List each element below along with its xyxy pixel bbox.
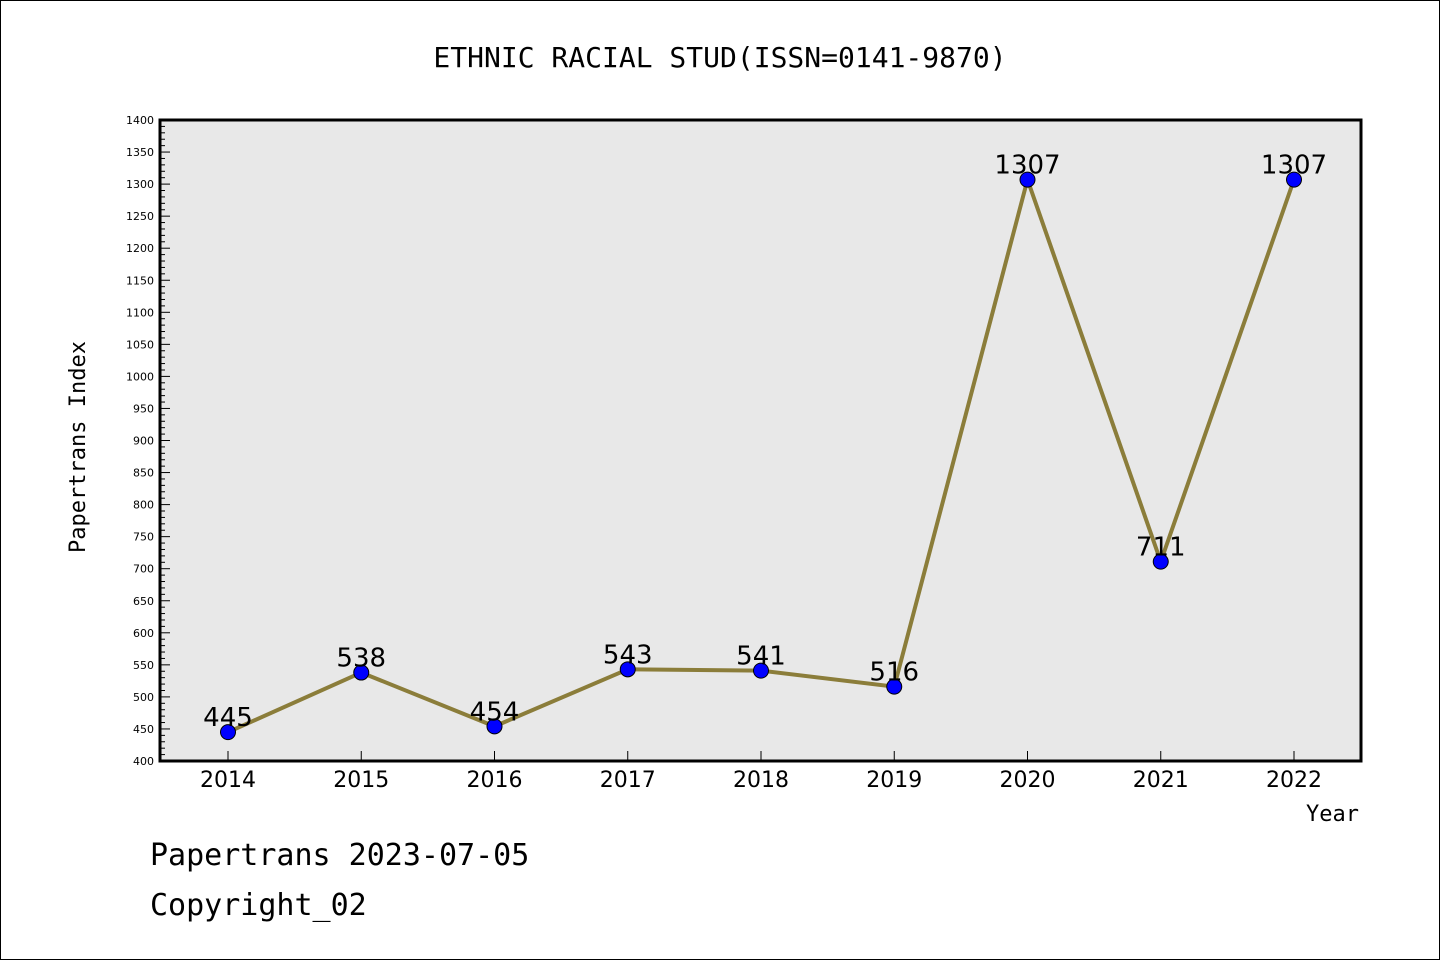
y-tick-label: 500 bbox=[133, 691, 154, 704]
y-tick-label: 1350 bbox=[126, 146, 154, 159]
y-axis: 400 450 500 550 600 650 700 750 800 850 900 950 1000… bbox=[126, 114, 170, 768]
x-axis: 2014 2015 2016 2017 2018 2019 2020 2021 2022 bbox=[200, 751, 1322, 793]
y-tick-label: 450 bbox=[133, 723, 154, 736]
data-point bbox=[1286, 171, 1302, 188]
y-tick-label: 1250 bbox=[126, 210, 154, 223]
x-axis-title: Year bbox=[1306, 802, 1359, 827]
y-tick-label: 1300 bbox=[126, 178, 154, 191]
data-label: 543 bbox=[603, 640, 653, 670]
data-point bbox=[1019, 171, 1036, 188]
x-tick-label: 2017 bbox=[600, 768, 656, 793]
x-tick-label: 2019 bbox=[866, 768, 922, 793]
x-tick-label: 2020 bbox=[1000, 768, 1056, 793]
y-tick-label: 950 bbox=[133, 402, 154, 415]
data-label: 1307 bbox=[994, 151, 1060, 181]
data-label: 445 bbox=[203, 703, 253, 733]
y-tick-label: 1200 bbox=[126, 242, 154, 255]
data-label: 711 bbox=[1136, 533, 1186, 563]
y-tick-label: 700 bbox=[133, 563, 154, 576]
x-tick-label: 2016 bbox=[467, 768, 523, 793]
plot-area bbox=[158, 118, 1363, 763]
y-tick-label: 1050 bbox=[126, 338, 154, 351]
data-label: 454 bbox=[470, 697, 520, 727]
x-tick-label: 2021 bbox=[1133, 768, 1189, 793]
y-tick-label: 650 bbox=[133, 595, 154, 608]
series-group: 445 538 454 543 541 516 1307 711 1307 bbox=[203, 151, 1327, 741]
footer-date: Papertrans 2023-07-05 bbox=[150, 838, 529, 873]
footer-copyright: Copyright_02 bbox=[150, 888, 367, 923]
data-label: 516 bbox=[869, 658, 919, 688]
data-label: 541 bbox=[736, 642, 786, 672]
data-label: 1307 bbox=[1261, 151, 1327, 181]
data-point bbox=[353, 664, 370, 681]
data-point bbox=[753, 662, 769, 679]
data-point bbox=[220, 724, 236, 741]
y-tick-label: 1000 bbox=[126, 370, 154, 383]
y-tick-label: 850 bbox=[133, 467, 154, 480]
x-tick-label: 2018 bbox=[733, 768, 789, 793]
y-tick-label: 750 bbox=[133, 531, 154, 544]
data-label: 538 bbox=[336, 644, 386, 674]
y-tick-label: 1150 bbox=[126, 274, 154, 287]
y-tick-label: 900 bbox=[133, 435, 154, 448]
data-point bbox=[1152, 553, 1169, 570]
data-point bbox=[486, 718, 503, 735]
y-tick-label: 1100 bbox=[126, 306, 154, 319]
y-tick-label: 550 bbox=[133, 659, 154, 672]
data-point bbox=[886, 678, 903, 695]
x-tick-label: 2015 bbox=[333, 768, 389, 793]
chart-title: ETHNIC RACIAL STUD(ISSN=0141-9870) bbox=[433, 41, 1006, 74]
data-point bbox=[619, 661, 636, 678]
x-tick-label: 2022 bbox=[1266, 768, 1322, 793]
y-tick-label: 800 bbox=[133, 499, 154, 512]
y-tick-label: 600 bbox=[133, 627, 154, 640]
y-axis-title: Papertrans Index bbox=[66, 341, 91, 553]
y-tick-label: 400 bbox=[133, 755, 154, 768]
x-tick-label: 2014 bbox=[200, 768, 256, 793]
y-tick-label: 1400 bbox=[126, 114, 154, 127]
